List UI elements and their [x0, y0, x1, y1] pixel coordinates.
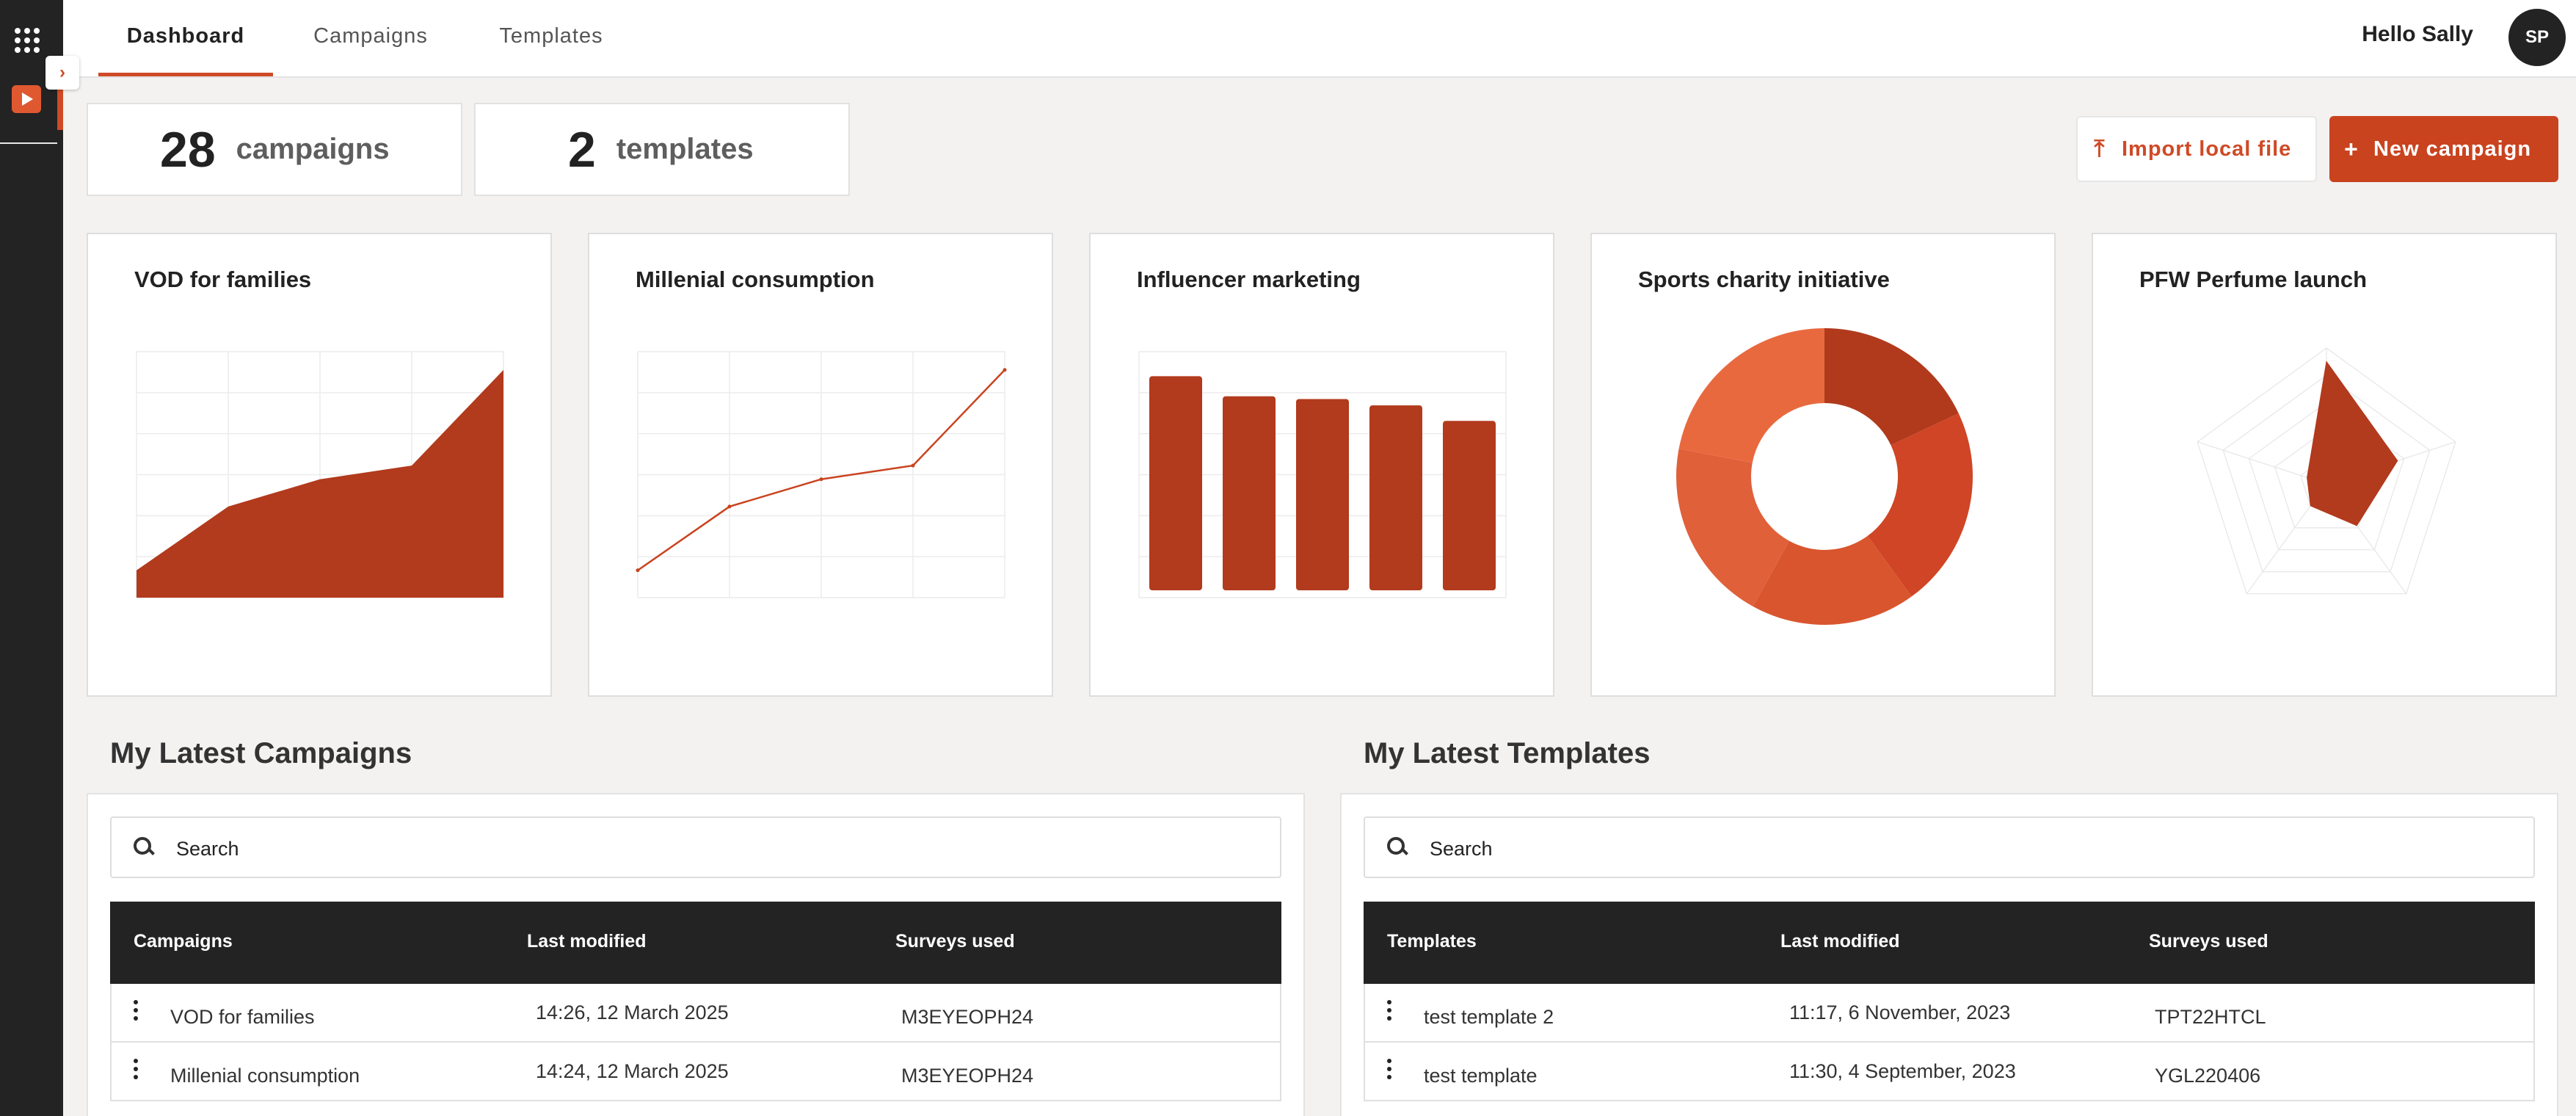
column-header[interactable]: Surveys used	[2149, 931, 2268, 952]
campaigns-label: campaigns	[236, 133, 390, 165]
pie-slice	[1824, 328, 1959, 446]
templates-search-input[interactable]	[1430, 833, 1870, 865]
column-header[interactable]: Campaigns	[134, 931, 233, 952]
data-point	[636, 568, 640, 573]
chart-card-sports[interactable]: Sports charity initiative	[1590, 233, 2056, 697]
column-header[interactable]: Templates	[1387, 931, 1477, 952]
bar	[1369, 405, 1422, 590]
templates-table-header: Templates Last modified Surveys used	[1364, 902, 2535, 984]
row-name: VOD for families	[170, 1006, 315, 1028]
column-header[interactable]: Last modified	[1780, 931, 1900, 952]
bar-chart	[1138, 351, 1507, 598]
templates-label: templates	[616, 133, 754, 165]
new-campaign-label: New campaign	[2373, 137, 2532, 161]
pie-slice	[1678, 328, 1824, 463]
more-vert-icon[interactable]	[1387, 1000, 1394, 1025]
search-icon	[1386, 836, 1411, 860]
chart-title: PFW Perfume launch	[2139, 267, 2368, 292]
campaigns-stat: 28 campaigns	[87, 103, 462, 196]
column-header[interactable]: Surveys used	[895, 931, 1015, 952]
area-series	[137, 369, 503, 598]
radar-axis	[2197, 441, 2327, 485]
table-row[interactable]: Millenial consumption 14:24, 12 March 20…	[110, 1043, 1281, 1101]
avatar[interactable]: SP	[2508, 9, 2566, 66]
data-point	[819, 477, 823, 482]
more-vert-icon[interactable]	[134, 1059, 141, 1084]
chart-title: Sports charity initiative	[1638, 267, 1890, 292]
table-row[interactable]: VOD for families 14:26, 12 March 2025 M3…	[110, 984, 1281, 1043]
radar-series	[2307, 360, 2398, 526]
row-modified: 11:30, 4 September, 2023	[1789, 1060, 2016, 1082]
row-modified: 14:24, 12 March 2025	[536, 1060, 729, 1082]
column-header[interactable]: Last modified	[527, 931, 647, 952]
templates-stat: 2 templates	[474, 103, 850, 196]
import-local-file-button[interactable]: ⤒ Import local file	[2076, 116, 2317, 182]
bar	[1149, 376, 1202, 590]
templates-panel: Templates Last modified Surveys used tes…	[1340, 793, 2558, 1116]
templates-count: 2	[568, 121, 596, 178]
tab-dashboard[interactable]: Dashboard	[98, 0, 273, 76]
radar-grid	[2197, 347, 2456, 595]
pie-slice	[1676, 449, 1789, 607]
tab-campaigns[interactable]: Campaigns	[313, 24, 428, 48]
chart-card-millenial[interactable]: Millenial consumption	[588, 233, 1053, 697]
row-name: test template	[1424, 1065, 1538, 1087]
row-name: Millenial consumption	[170, 1065, 360, 1087]
grid-apps-icon[interactable]	[15, 28, 40, 53]
row-name: test template 2	[1424, 1006, 1554, 1028]
row-modified: 11:17, 6 November, 2023	[1789, 1001, 2011, 1023]
latest-campaigns-title: My Latest Campaigns	[110, 737, 412, 769]
data-point	[727, 504, 732, 509]
data-point	[911, 463, 915, 468]
plus-icon: +	[2344, 135, 2359, 162]
latest-templates-title: My Latest Templates	[1364, 737, 1651, 769]
chart-card-influencer[interactable]: Influencer marketing	[1089, 233, 1554, 697]
greeting: Hello Sally	[2362, 22, 2473, 46]
bar	[1223, 396, 1276, 590]
radar-chart	[2197, 347, 2456, 595]
rail-divider	[0, 142, 57, 144]
chart-title: Influencer marketing	[1137, 267, 1361, 292]
chart-card-pfw[interactable]: PFW Perfume launch	[2092, 233, 2557, 697]
left-rail	[0, 0, 63, 1116]
bar	[1443, 421, 1496, 590]
campaigns-table-header: Campaigns Last modified Surveys used	[110, 902, 1281, 984]
chart-title: Millenial consumption	[636, 267, 875, 292]
donut-chart	[1676, 328, 1973, 625]
radar-grid	[2248, 402, 2405, 551]
top-header: Dashboard Campaigns Templates Hello Sall…	[63, 0, 2576, 78]
row-modified: 14:26, 12 March 2025	[536, 1001, 729, 1023]
import-label: Import local file	[2122, 137, 2292, 161]
more-vert-icon[interactable]	[134, 1000, 141, 1025]
pie-slice	[1753, 535, 1912, 625]
campaigns-search[interactable]	[110, 816, 1281, 878]
more-vert-icon[interactable]	[1387, 1059, 1394, 1084]
new-campaign-button[interactable]: + New campaign	[2329, 116, 2558, 182]
upload-icon: ⤒	[2094, 135, 2106, 162]
campaigns-panel: Campaigns Last modified Surveys used VOD…	[87, 793, 1305, 1116]
data-point	[1003, 368, 1007, 372]
search-icon	[132, 836, 157, 860]
line-chart	[636, 351, 1007, 598]
area-chart	[136, 351, 504, 598]
chart-title: VOD for families	[134, 267, 312, 292]
rail-item-active[interactable]	[0, 84, 63, 130]
campaigns-search-input[interactable]	[176, 833, 616, 865]
bar	[1296, 399, 1349, 590]
table-row[interactable]: test template 11:30, 4 September, 2023 Y…	[1364, 1043, 2535, 1101]
campaigns-count: 28	[160, 121, 216, 178]
radar-grid	[2222, 374, 2431, 573]
row-surveys: YGL220406	[2155, 1065, 2261, 1087]
templates-search[interactable]	[1364, 816, 2535, 878]
table-row[interactable]: test template 2 11:17, 6 November, 2023 …	[1364, 984, 2535, 1043]
chevron-right-icon[interactable]: ›	[46, 56, 79, 90]
pie-slice	[1867, 413, 1973, 597]
row-surveys: M3EYEOPH24	[901, 1006, 1034, 1028]
chart-card-vod[interactable]: VOD for families	[87, 233, 552, 697]
row-surveys: M3EYEOPH24	[901, 1065, 1034, 1087]
tab-templates[interactable]: Templates	[499, 24, 603, 48]
row-surveys: TPT22HTCL	[2155, 1006, 2266, 1028]
video-play-icon[interactable]	[12, 85, 41, 113]
